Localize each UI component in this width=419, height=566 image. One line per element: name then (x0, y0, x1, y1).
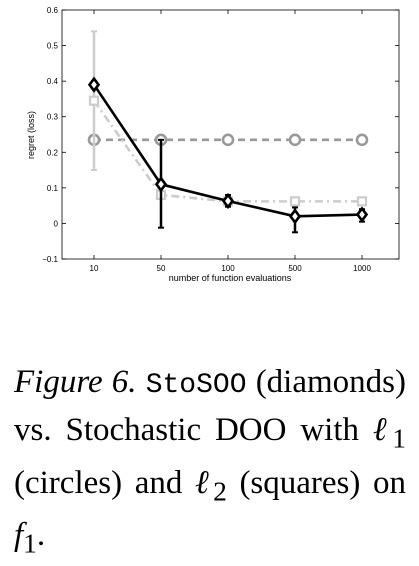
caption-text-3: (squares) on (239, 464, 406, 501)
data-point (221, 133, 235, 147)
y-tick-label: 0 (54, 219, 59, 228)
y-tick-label: 0.2 (47, 148, 59, 157)
series-stosoo (87, 76, 369, 234)
figure-caption: Figure 6. StoSOO (diamonds) vs. Stochast… (14, 360, 406, 566)
caption-method-name: StoSOO (145, 370, 247, 401)
y-axis: −0.1 0 0.1 0.2 0.3 0.4 0.5 0.6 (42, 6, 399, 264)
caption-l2-subscript: 2 (213, 475, 227, 507)
caption-f-symbol: f (14, 517, 24, 554)
caption-l1-symbol: ℓ (372, 412, 393, 448)
data-point (289, 196, 301, 207)
series-layer (87, 30, 369, 234)
y-tick-label: 0.1 (47, 184, 59, 193)
x-tick-label: 1000 (353, 264, 371, 273)
data-point (87, 76, 101, 93)
x-axis: 10 50 100 500 1000 (90, 10, 371, 273)
x-tick-label: 100 (221, 264, 235, 273)
caption-l2-symbol: ℓ (194, 464, 214, 501)
y-tick-label: −0.1 (42, 255, 58, 264)
data-point (356, 196, 368, 207)
chart: −0.1 0 0.1 0.2 0.3 0.4 0.5 0.6 10 50 100 500 1000 n… (26, 6, 400, 283)
x-axis-label: number of function evaluations (169, 273, 292, 283)
caption-text-1: (diamonds) vs. Stochastic DOO with (14, 364, 406, 448)
y-tick-label: 0.5 (47, 42, 59, 51)
caption-f-subscript: 1 (23, 527, 37, 559)
y-tick-label: 0.3 (47, 113, 59, 122)
data-point (288, 133, 302, 147)
data-point (355, 206, 369, 223)
data-point (88, 95, 100, 106)
caption-end: . (36, 517, 46, 554)
x-tick-label: 10 (90, 264, 99, 273)
y-axis-label: regret (loss) (26, 111, 36, 159)
data-point (154, 176, 168, 193)
caption-text-2: (circles) and (14, 464, 183, 501)
data-point (221, 192, 235, 210)
y-tick-label: 0.6 (47, 6, 59, 15)
caption-figure-label: Figure 6. (14, 364, 137, 400)
data-point (355, 133, 369, 147)
data-point (288, 208, 302, 225)
y-tick-label: 0.4 (47, 77, 59, 86)
caption-l1-subscript: 1 (392, 422, 407, 454)
x-tick-label: 500 (288, 264, 302, 273)
x-tick-label: 50 (157, 264, 166, 273)
